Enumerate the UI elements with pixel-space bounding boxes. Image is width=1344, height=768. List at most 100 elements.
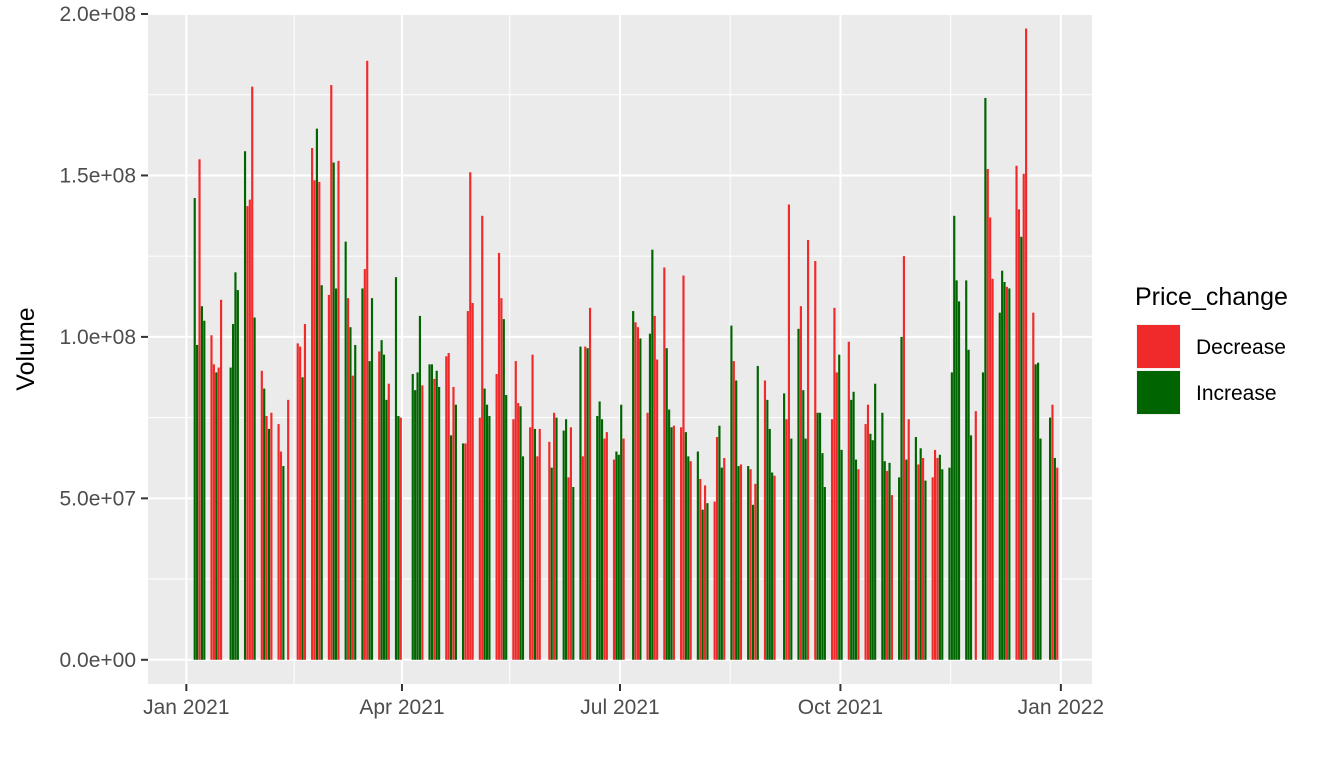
bar-decrease <box>754 483 757 660</box>
bar-decrease <box>1056 467 1059 660</box>
bar-increase <box>1020 236 1023 660</box>
bar-increase <box>881 412 884 660</box>
bar-increase <box>948 467 951 660</box>
bar-decrease <box>531 354 534 660</box>
bar-increase <box>243 151 247 660</box>
volume-bars <box>193 28 1059 660</box>
bar-increase <box>883 461 886 660</box>
bar-decrease <box>270 412 273 660</box>
bar-increase <box>1053 457 1056 660</box>
bar-decrease <box>699 478 702 660</box>
bar-decrease <box>715 436 719 660</box>
bar-decrease <box>933 449 937 660</box>
bar-decrease <box>363 269 366 660</box>
bar-decrease <box>989 217 992 660</box>
bar-decrease <box>311 148 314 660</box>
bar-increase <box>572 487 575 660</box>
bar-increase <box>797 328 800 660</box>
bar-increase <box>203 320 206 660</box>
bar-decrease <box>814 261 817 660</box>
bar-increase <box>461 443 465 660</box>
bar-increase <box>555 417 558 660</box>
bar-increase <box>950 372 953 660</box>
bar-increase <box>720 467 723 660</box>
bar-increase <box>854 459 858 660</box>
bar-increase <box>200 306 203 660</box>
bar-decrease <box>287 399 290 660</box>
x-tick-label: Jan 2021 <box>143 696 229 719</box>
bar-increase <box>502 319 505 660</box>
bar-decrease <box>471 302 474 660</box>
bar-decrease <box>313 180 316 660</box>
bar-increase <box>651 249 654 660</box>
bar-decrease <box>337 160 340 660</box>
x-axis: Jan 2021 Apr 2021 Jul 2021 Oct 2021 Jan 2022 <box>143 684 1104 719</box>
bar-increase <box>981 372 985 660</box>
bar-increase <box>397 416 400 660</box>
bar-increase <box>1001 270 1004 660</box>
bar-increase <box>565 419 568 660</box>
bar-decrease <box>773 475 776 660</box>
bar-increase <box>696 451 699 660</box>
bar-decrease <box>452 386 455 660</box>
bar-increase <box>871 440 874 660</box>
legend-key-increase <box>1137 371 1180 414</box>
bar-increase <box>687 456 690 660</box>
bar-increase <box>898 477 901 660</box>
bar-increase <box>335 288 338 660</box>
bar-increase <box>428 364 431 660</box>
bar-increase <box>483 388 486 660</box>
bar-increase <box>231 323 235 660</box>
bar-increase <box>874 383 877 660</box>
bar-increase <box>751 504 755 660</box>
bar-decrease <box>723 457 726 660</box>
bar-increase <box>730 325 733 660</box>
bar-decrease <box>536 456 539 660</box>
bar-increase <box>315 128 318 660</box>
bar-decrease <box>553 412 556 660</box>
bar-increase <box>919 448 922 660</box>
y-axis: 0.0e+00 5.0e+07 1.0e+08 1.5e+08 2.0e+08 <box>60 3 148 672</box>
bar-increase <box>485 404 489 660</box>
legend-items: Decrease Increase <box>1136 324 1286 415</box>
bar-decrease <box>478 417 481 660</box>
bar-increase <box>850 399 853 660</box>
bar-decrease <box>1005 286 1009 660</box>
bar-decrease <box>260 370 263 660</box>
bar-increase <box>617 454 620 660</box>
bar-decrease <box>387 383 390 660</box>
bar-decrease <box>689 461 692 660</box>
bar-decrease <box>785 419 788 660</box>
bar-decrease <box>682 275 685 660</box>
bar-decrease <box>612 459 616 660</box>
bar-decrease <box>447 353 450 660</box>
bar-increase <box>1037 362 1040 660</box>
bar-decrease <box>318 181 321 660</box>
bar-decrease <box>732 361 735 660</box>
bar-decrease <box>500 298 503 660</box>
bar-decrease <box>787 204 790 660</box>
y-tick-label: 2.0e+08 <box>60 3 137 26</box>
bar-decrease <box>538 428 541 660</box>
bar-decrease <box>864 424 867 660</box>
bar-decrease <box>866 404 870 660</box>
bar-increase <box>488 416 491 660</box>
bar-decrease <box>835 372 838 660</box>
bar-increase <box>924 480 927 660</box>
bar-increase <box>533 428 537 660</box>
bar-decrease <box>799 306 802 660</box>
legend-key-decrease <box>1137 325 1180 368</box>
bar-decrease <box>529 427 532 660</box>
bar-increase <box>579 346 582 660</box>
bar-increase <box>193 198 196 660</box>
bar-decrease <box>890 495 894 660</box>
bar-increase <box>840 449 843 660</box>
bar-decrease <box>588 307 592 660</box>
bar-decrease <box>636 327 640 660</box>
bar-decrease <box>517 403 520 660</box>
bar-decrease <box>713 501 716 660</box>
bar-increase <box>615 451 618 660</box>
bar-decrease <box>248 199 251 660</box>
bar-increase <box>706 503 709 660</box>
bar-decrease <box>830 419 834 660</box>
